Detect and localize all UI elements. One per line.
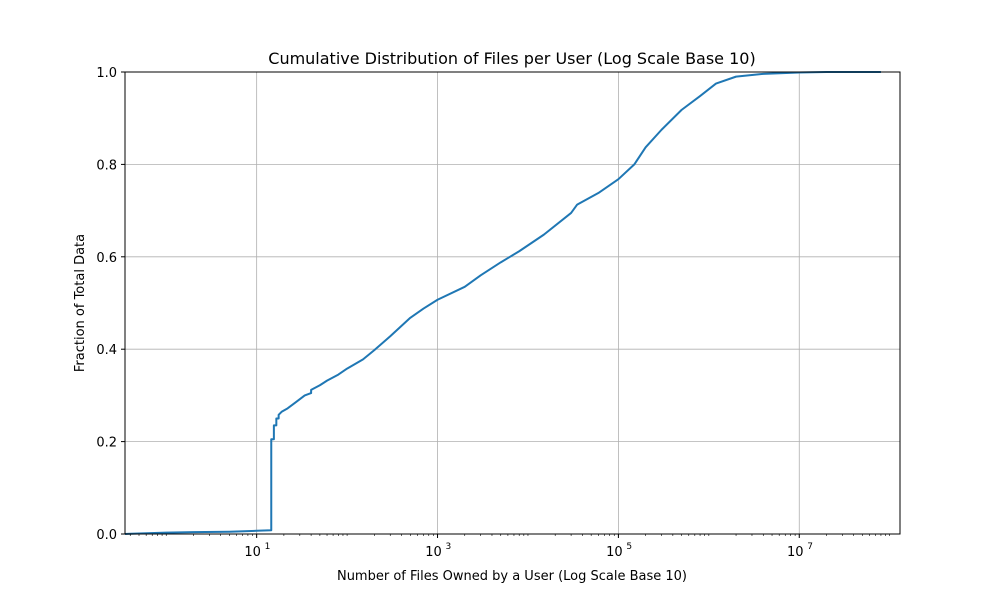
y-tick-label-3: 0.6 (96, 251, 117, 266)
plot-frame (124, 71, 901, 535)
x-tick-exponent-1: 3 (446, 542, 452, 552)
y-tick-label-4: 0.8 (96, 158, 117, 173)
chart-title: Cumulative Distribution of Files per Use… (268, 49, 755, 68)
x-tick-label-2: 10 (606, 545, 623, 560)
y-tick-label-2: 0.4 (96, 343, 117, 358)
series-group (124, 71, 881, 535)
x-tick-exponent-3: 7 (807, 542, 813, 552)
y-tick-label-5: 1.0 (96, 66, 117, 81)
cdf-line-0 (124, 71, 881, 535)
y-tick-label-1: 0.2 (96, 436, 117, 451)
x-tick-exponent-0: 1 (265, 542, 271, 552)
x-tick-label-0: 10 (244, 545, 261, 560)
x-tick-label-3: 10 (787, 545, 804, 560)
y-axis-label: Fraction of Total Data (73, 234, 88, 372)
axes: 10 1 10 3 10 5 10 70.00.20.40.60.81.0 (96, 66, 901, 560)
x-axis-label: Number of Files Owned by a User (Log Sca… (337, 569, 687, 584)
x-tick-label-1: 10 (425, 545, 442, 560)
x-tick-exponent-2: 5 (626, 542, 632, 552)
y-tick-label-0: 0.0 (96, 528, 117, 543)
